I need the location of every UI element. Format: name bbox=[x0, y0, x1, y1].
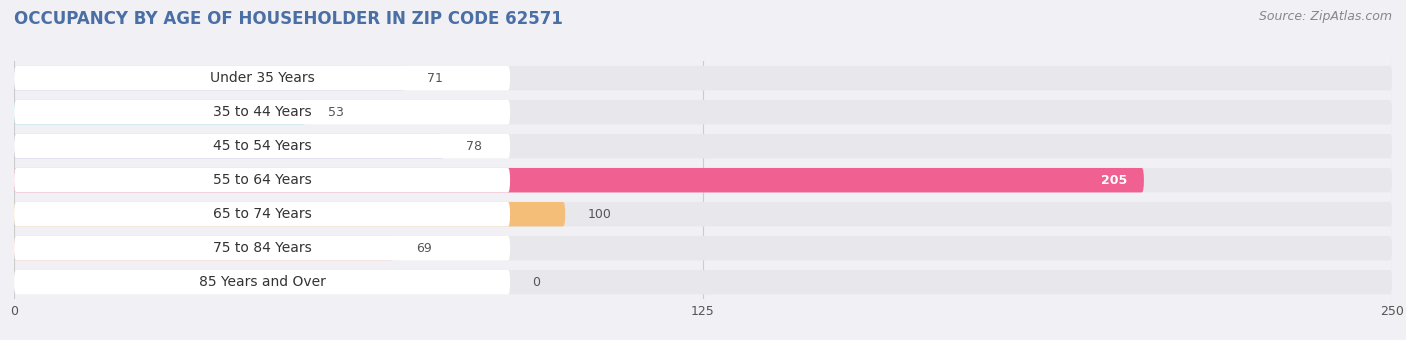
FancyBboxPatch shape bbox=[14, 134, 510, 158]
FancyBboxPatch shape bbox=[14, 168, 510, 192]
Text: 65 to 74 Years: 65 to 74 Years bbox=[212, 207, 312, 221]
Text: 0: 0 bbox=[531, 276, 540, 289]
Text: 45 to 54 Years: 45 to 54 Years bbox=[212, 139, 311, 153]
FancyBboxPatch shape bbox=[14, 270, 1392, 294]
FancyBboxPatch shape bbox=[14, 236, 510, 260]
Text: Under 35 Years: Under 35 Years bbox=[209, 71, 315, 85]
Text: Source: ZipAtlas.com: Source: ZipAtlas.com bbox=[1258, 10, 1392, 23]
FancyBboxPatch shape bbox=[14, 168, 1144, 192]
FancyBboxPatch shape bbox=[14, 66, 405, 90]
Text: 53: 53 bbox=[328, 106, 344, 119]
FancyBboxPatch shape bbox=[14, 236, 1392, 260]
Text: 85 Years and Over: 85 Years and Over bbox=[198, 275, 326, 289]
Text: 35 to 44 Years: 35 to 44 Years bbox=[212, 105, 311, 119]
Text: OCCUPANCY BY AGE OF HOUSEHOLDER IN ZIP CODE 62571: OCCUPANCY BY AGE OF HOUSEHOLDER IN ZIP C… bbox=[14, 10, 562, 28]
Text: 100: 100 bbox=[588, 208, 612, 221]
FancyBboxPatch shape bbox=[14, 100, 510, 124]
FancyBboxPatch shape bbox=[14, 202, 510, 226]
FancyBboxPatch shape bbox=[14, 202, 1392, 226]
FancyBboxPatch shape bbox=[14, 134, 1392, 158]
FancyBboxPatch shape bbox=[14, 100, 307, 124]
FancyBboxPatch shape bbox=[14, 236, 394, 260]
Text: 78: 78 bbox=[465, 140, 482, 153]
FancyBboxPatch shape bbox=[14, 202, 565, 226]
FancyBboxPatch shape bbox=[14, 100, 1392, 124]
Text: 55 to 64 Years: 55 to 64 Years bbox=[212, 173, 312, 187]
FancyBboxPatch shape bbox=[14, 66, 1392, 90]
Text: 69: 69 bbox=[416, 242, 432, 255]
FancyBboxPatch shape bbox=[14, 270, 510, 294]
Text: 75 to 84 Years: 75 to 84 Years bbox=[212, 241, 312, 255]
FancyBboxPatch shape bbox=[14, 168, 1392, 192]
FancyBboxPatch shape bbox=[14, 66, 510, 90]
Text: 205: 205 bbox=[1101, 174, 1128, 187]
FancyBboxPatch shape bbox=[14, 134, 444, 158]
Text: 71: 71 bbox=[427, 72, 443, 85]
